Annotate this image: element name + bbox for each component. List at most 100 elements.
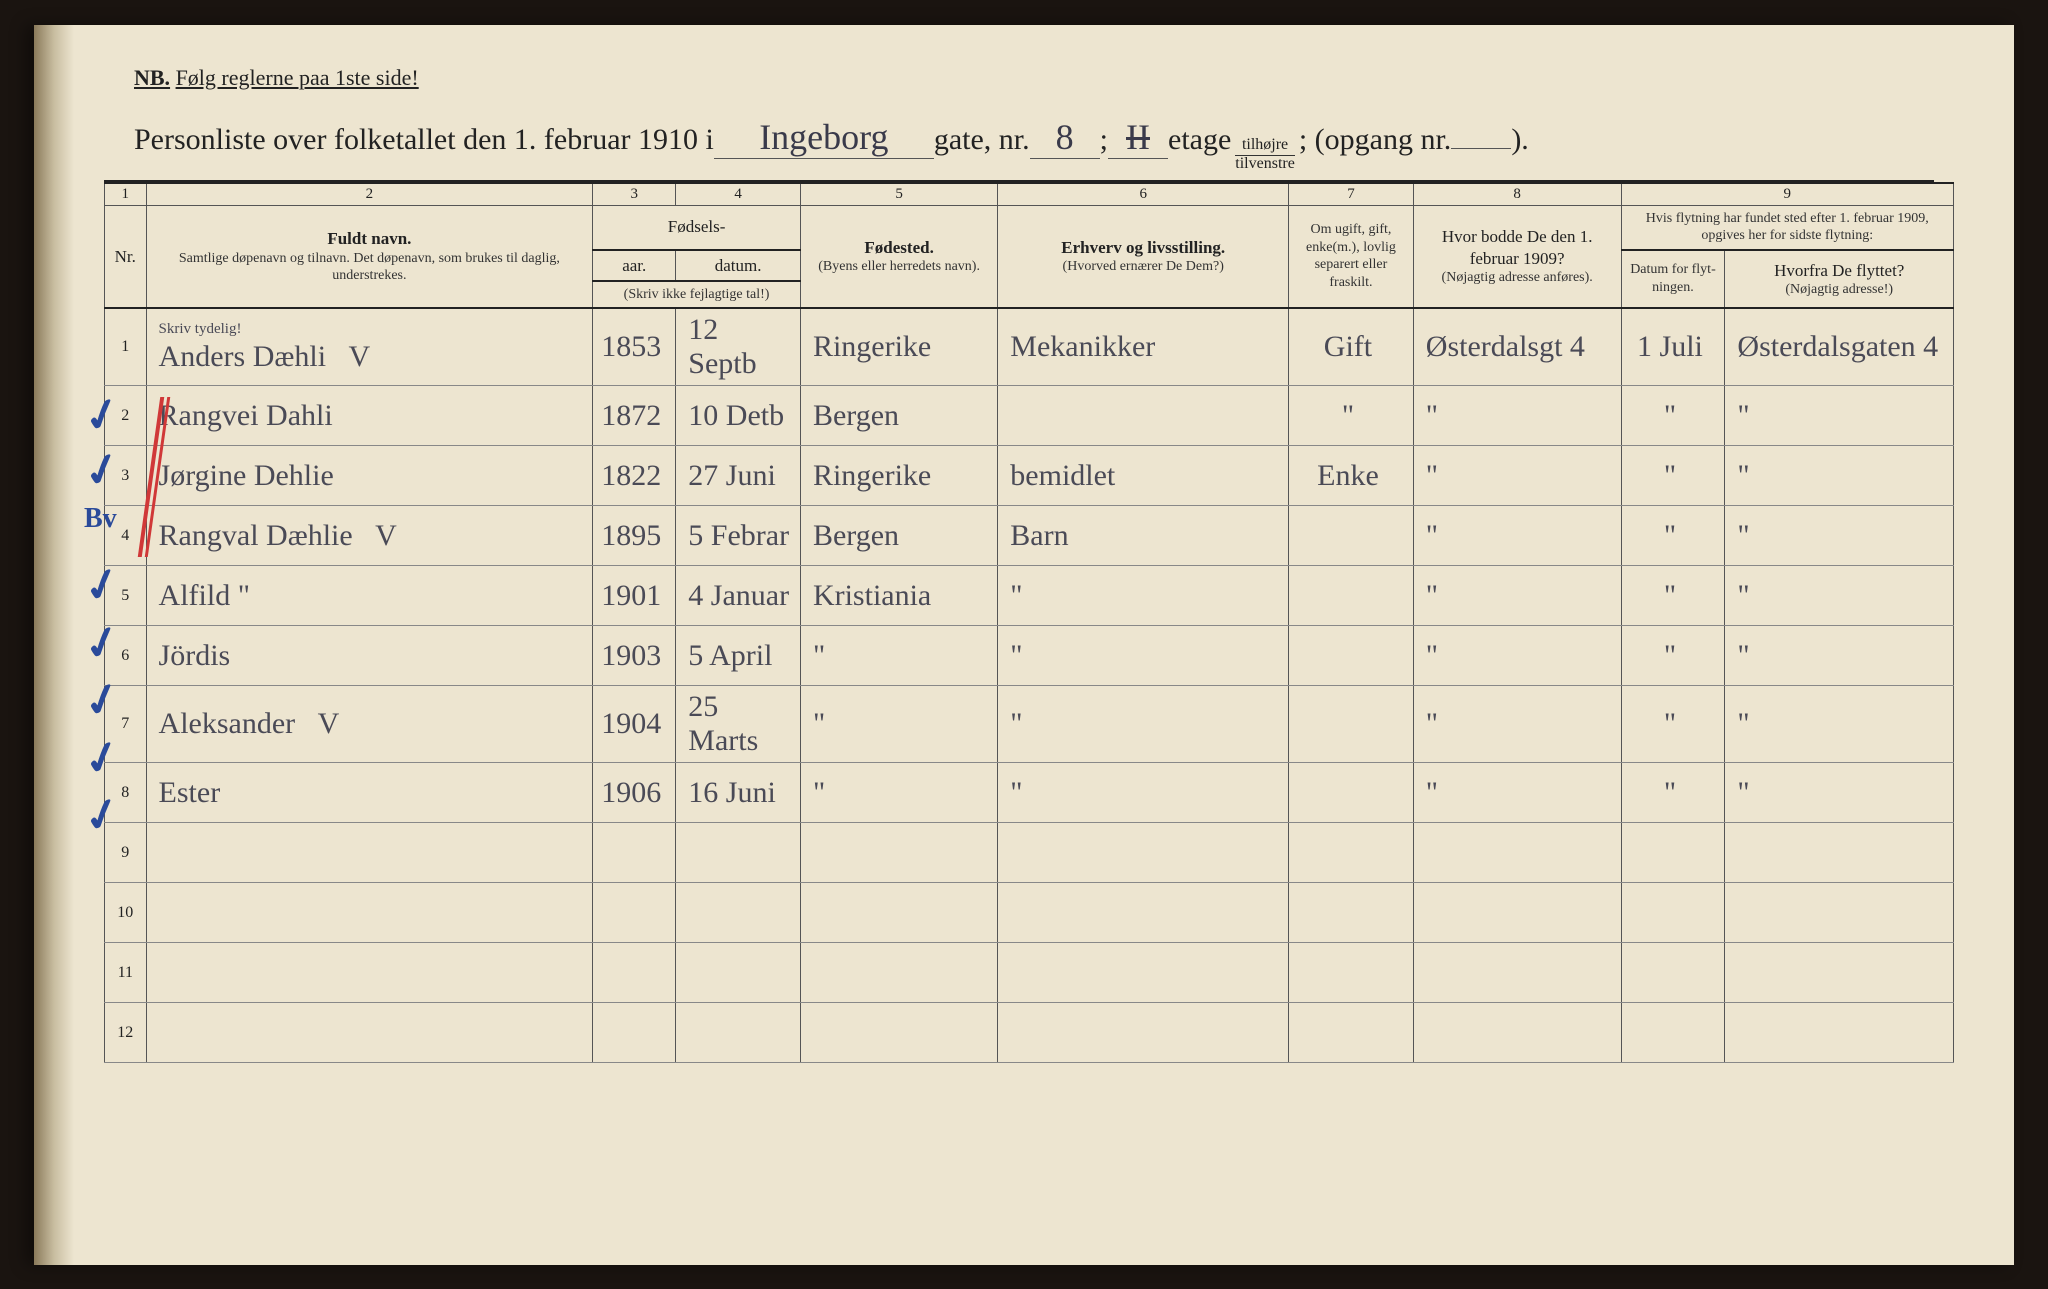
table-body: 1Skriv tydelig!Anders Dæhli V185312 Sept… (105, 308, 1954, 1063)
row-year (593, 943, 676, 1003)
row-year (593, 1003, 676, 1063)
row-date: 5 April (676, 626, 801, 686)
row-nr: 1 (105, 308, 147, 386)
row-addr (1413, 883, 1621, 943)
row-addr: " (1413, 506, 1621, 566)
row-movdate: 1 Juli (1621, 308, 1725, 386)
hdr-place: Fødested. (Byens eller herre­dets navn). (800, 205, 997, 308)
hdr-name-bold: Fuldt navn. (153, 228, 587, 249)
hdr-year-sub: (Skriv ikke fejlagtige tal!) (593, 281, 801, 309)
row-movdate: " (1621, 763, 1725, 823)
hdr-from-s: (Nøjagtig adresse!) (1731, 281, 1947, 299)
row-name (146, 1003, 593, 1063)
opgang-val (1451, 148, 1511, 149)
row-date: 4 Januar (676, 566, 801, 626)
row-addr (1413, 1003, 1621, 1063)
row-addr: " (1413, 386, 1621, 446)
row-movdate: " (1621, 506, 1725, 566)
row-marital (1289, 823, 1414, 883)
frac-bot: tilvenstre (1235, 156, 1295, 172)
frac-top: tilhøjre (1235, 137, 1295, 156)
coln-4: 4 (676, 183, 801, 206)
row-place: Kristiania (800, 566, 997, 626)
row-name: Jördis (146, 626, 593, 686)
row-year (593, 823, 676, 883)
header-row-1: Nr. Fuldt navn. Samtlige døpenavn og til… (105, 205, 1954, 250)
row-nr: 11 (105, 943, 147, 1003)
table-row: 11 (105, 943, 1954, 1003)
row-addr: " (1413, 686, 1621, 763)
row-place: " (800, 686, 997, 763)
table-row: 6Jördis 19035 April""""" (105, 626, 1954, 686)
street-fill: Ingeborg (714, 116, 934, 159)
row-marital (1289, 763, 1414, 823)
row-from: " (1725, 686, 1954, 763)
row-marital: Gift (1289, 308, 1414, 386)
check-mark: Bv (84, 503, 117, 535)
row-addr: Østerdalsgt 4 (1413, 308, 1621, 386)
table-row: 8Ester 190616 Juni""""" (105, 763, 1954, 823)
hdr-nr: Nr. (105, 205, 147, 308)
row-marital (1289, 943, 1414, 1003)
title-prefix: Personliste over folketallet den 1. febr… (134, 123, 714, 157)
row-from: " (1725, 446, 1954, 506)
row-occ: bemidlet (998, 446, 1289, 506)
hdr-addr-s: (Nøjagtig adresse anføres). (1420, 269, 1615, 287)
row-year: 1853 (593, 308, 676, 386)
row-marital (1289, 1003, 1414, 1063)
row-name: Skriv tydelig!Anders Dæhli V (146, 308, 593, 386)
row-addr: " (1413, 446, 1621, 506)
row-occ (998, 943, 1289, 1003)
row-year (593, 883, 676, 943)
hdr-marital: Om ugift, gift, enke(m.), lovlig separer… (1289, 205, 1414, 308)
row-name: Alfild " (146, 566, 593, 626)
row-date (676, 1003, 801, 1063)
table-row: 2Rangvei Dahli 187210 DetbBergen"""" (105, 386, 1954, 446)
hdr-name-sub: Samtlige døpenavn og tilnavn. Det døpena… (153, 250, 587, 285)
nb-line: NB. Følg reglerne paa 1ste side! (134, 65, 1954, 91)
row-addr: " (1413, 566, 1621, 626)
side-fraction: tilhøjre tilvenstre (1235, 137, 1295, 172)
row-marital: Enke (1289, 446, 1414, 506)
row-addr: " (1413, 626, 1621, 686)
row-date: 16 Juni (676, 763, 801, 823)
row-date (676, 823, 801, 883)
row-date: 27 Juni (676, 446, 801, 506)
hdr-occ-b: Erhverv og livsstilling. (1004, 237, 1282, 258)
table-head: 1 2 3 4 5 6 7 8 9 Nr. Fuldt navn. Samtli… (105, 183, 1954, 309)
row-from: " (1725, 386, 1954, 446)
skriv-label: Skriv tydelig! (159, 321, 587, 338)
table-row: 9 (105, 823, 1954, 883)
census-table: 1 2 3 4 5 6 7 8 9 Nr. Fuldt navn. Samtli… (104, 182, 1954, 1064)
etage-val: II (1108, 116, 1168, 159)
row-occ (998, 823, 1289, 883)
coln-6: 6 (998, 183, 1289, 206)
row-date: 10 Detb (676, 386, 801, 446)
etage-label: etage (1168, 123, 1231, 157)
row-movdate (1621, 1003, 1725, 1063)
row-place: Ringerike (800, 308, 997, 386)
row-date (676, 883, 801, 943)
hdr-addr-b: Hvor bodde De den 1. februar 1909? (1420, 226, 1615, 269)
opgang-label: ; (opgang nr. (1299, 123, 1451, 157)
row-movdate: " (1621, 446, 1725, 506)
row-occ: Mekanikker (998, 308, 1289, 386)
row-year: 1904 (593, 686, 676, 763)
row-occ: " (998, 566, 1289, 626)
row-name (146, 943, 593, 1003)
row-occ: " (998, 626, 1289, 686)
row-year: 1895 (593, 506, 676, 566)
row-from (1725, 1003, 1954, 1063)
row-date: 5 Febrar (676, 506, 801, 566)
row-marital (1289, 686, 1414, 763)
table-row: 10 (105, 883, 1954, 943)
row-from (1725, 823, 1954, 883)
row-year: 1872 (593, 386, 676, 446)
row-addr (1413, 943, 1621, 1003)
row-marital (1289, 566, 1414, 626)
hdr-from: Hvorfra De flyttet? (Nøjagtig adresse!) (1725, 250, 1954, 309)
row-name (146, 823, 593, 883)
hdr-birth-group: Fødsels- (593, 205, 801, 250)
row-from: " (1725, 763, 1954, 823)
row-nr: 10 (105, 883, 147, 943)
